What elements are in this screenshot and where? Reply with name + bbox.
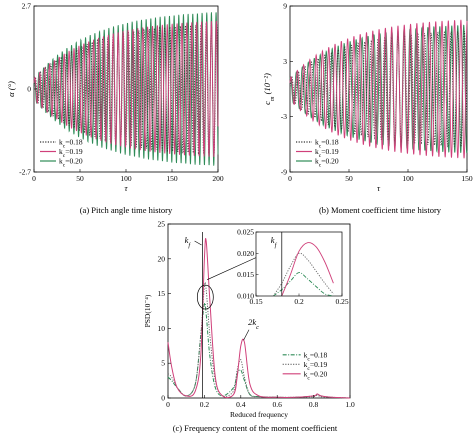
inset-y-tick-label: 0.015	[237, 270, 254, 279]
x-tick-label: 150	[461, 174, 473, 183]
legend-label: kc=0.18	[304, 350, 328, 362]
legend-label: kc=0.20	[304, 369, 328, 381]
y-tick-label: 0	[27, 85, 31, 94]
legend-label: kc=0.18	[315, 138, 339, 150]
inset-plot: kf 0.15 0.2 0.25 0.010 0.015 0.020 0.025	[237, 228, 349, 307]
y-tick-label: 5	[161, 359, 165, 368]
inset-connector	[207, 257, 257, 280]
x-tick-label: 150	[166, 174, 178, 183]
series-line-1	[289, 19, 468, 159]
y-axis-label: cm (10⁻²)	[262, 73, 276, 105]
y-tick-label: 9	[283, 2, 287, 11]
x-tick-label: 200	[212, 174, 224, 183]
inset-series-1	[272, 252, 334, 297]
inset-y-tick-label: 0.010	[237, 292, 254, 301]
y-tick-label: 25	[158, 220, 166, 229]
inset-y-tick-label: 0.020	[237, 249, 254, 258]
y-axis-label: PSD(10⁻⁴)	[143, 294, 152, 327]
inset-x-tick-label: 0.15	[249, 297, 262, 306]
y-tick-label: 0	[161, 394, 165, 403]
y-tick-label: -2.7	[19, 168, 31, 177]
x-axis-label: τ	[124, 183, 128, 193]
legend-label: kc=0.20	[59, 157, 83, 169]
x-axis-label: τ	[377, 183, 381, 193]
series-line-1	[33, 20, 219, 158]
legend-label: kc=0.20	[315, 157, 339, 169]
chart-panel-a: 0 50 100 150 200-2.702.7τα (°)kc=0.18kc=0.19…	[6, 2, 224, 216]
x-tick-label: 0.6	[273, 400, 283, 409]
y-axis-label: α (°)	[6, 81, 16, 97]
y-tick-label: -9	[281, 168, 287, 177]
two-kc-arrow	[243, 329, 250, 341]
x-tick-label: 100	[402, 174, 414, 183]
legend-label: kc=0.19	[315, 147, 339, 159]
x-tick-label: 0.2	[200, 400, 210, 409]
x-tick-label: 100	[120, 174, 132, 183]
panel-caption: (c) Frequency content of the moment coef…	[173, 423, 338, 433]
inset-series-2	[281, 242, 334, 297]
plot-frame	[167, 223, 351, 399]
psd-series-1	[167, 281, 351, 399]
y-tick-label: 10	[158, 324, 166, 333]
inset-kf-annotation: kf	[271, 235, 278, 249]
panel-caption: (b) Moment coefficient time history	[319, 205, 442, 215]
kf-arrow	[194, 240, 202, 246]
peak-highlight-ellipse	[196, 284, 214, 310]
kf-annotation: kf	[185, 235, 192, 249]
x-tick-label: 50	[76, 174, 84, 183]
inset-y-tick-label: 0.025	[237, 228, 254, 237]
inset-x-tick-label: 0.2	[294, 297, 304, 306]
y-tick-label: 2.7	[22, 2, 32, 11]
chart-panel-c: 0 0.2 0.4 0.6 0.8 1.0 0 5 10 15 20 25 Reduced freque…	[143, 220, 355, 434]
legend-label: kc=0.19	[59, 147, 83, 159]
inset-x-tick-label: 0.25	[335, 297, 348, 306]
panel-caption: (a) Pitch angle time history	[80, 205, 173, 215]
inset-frame	[255, 231, 343, 297]
x-tick-label: 1.0	[345, 400, 355, 409]
x-tick-label: 0.8	[309, 400, 319, 409]
y-tick-label: 3	[283, 57, 287, 66]
inset-series-0	[272, 272, 334, 297]
y-tick-label: -3	[281, 112, 287, 121]
x-axis-label: Reduced frequency	[230, 410, 288, 419]
legend-label: kc=0.19	[304, 360, 328, 372]
y-tick-label: 20	[158, 254, 166, 263]
x-tick-label: 0	[288, 174, 292, 183]
x-tick-label: 0	[166, 400, 170, 409]
x-tick-label: 0.4	[236, 400, 246, 409]
legend-label: kc=0.18	[59, 138, 83, 150]
two-kc-annotation: 2kc	[248, 317, 259, 331]
chart-panel-b: 0 50 100 150 -9 -3 3 9 τ cm (10⁻²) kc=0.18kc=0.19k…	[262, 2, 473, 216]
series-line-2	[289, 24, 468, 154]
x-tick-label: 50	[345, 174, 353, 183]
x-tick-label: 0	[32, 174, 36, 183]
y-tick-label: 15	[158, 289, 166, 298]
